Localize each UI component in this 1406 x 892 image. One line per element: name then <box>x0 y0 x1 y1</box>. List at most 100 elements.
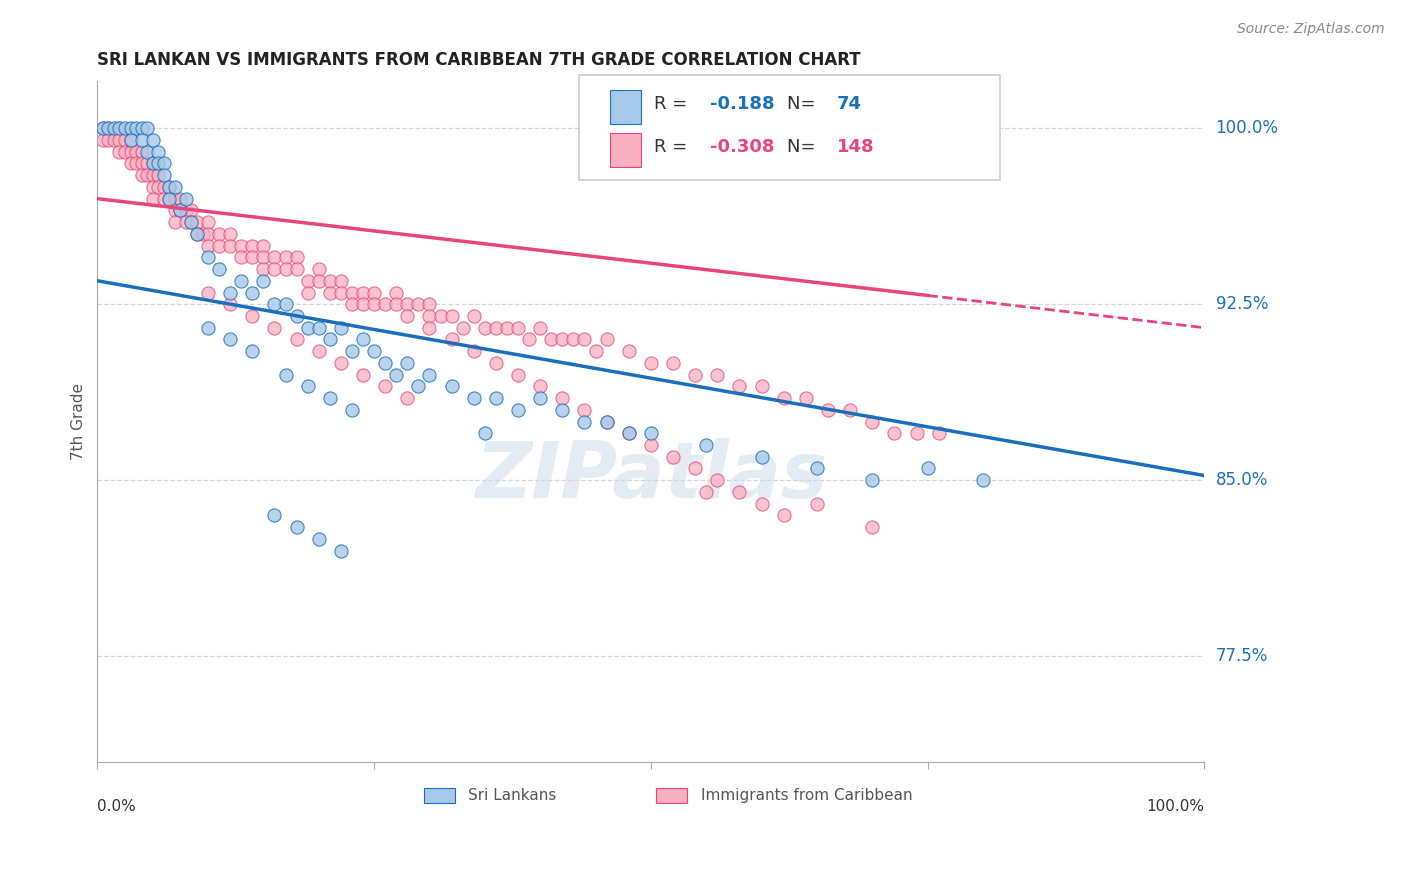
Point <box>114 145 136 159</box>
Point <box>374 379 396 393</box>
Point <box>197 238 219 252</box>
Point <box>120 133 142 147</box>
Point <box>574 333 596 347</box>
Point <box>174 192 197 206</box>
Point <box>340 297 363 311</box>
Point <box>186 227 208 241</box>
Point <box>174 203 197 218</box>
Point <box>662 450 685 464</box>
Point <box>329 285 352 300</box>
Text: -0.308: -0.308 <box>710 138 775 156</box>
Text: R =: R = <box>654 95 693 112</box>
Point <box>120 133 142 147</box>
Text: 92.5%: 92.5% <box>1216 295 1268 313</box>
Point <box>617 344 640 359</box>
Point <box>120 121 142 136</box>
Point <box>683 461 706 475</box>
Point <box>408 297 430 311</box>
Point <box>142 133 165 147</box>
Point <box>142 156 165 170</box>
Point <box>108 121 131 136</box>
Text: Source: ZipAtlas.com: Source: ZipAtlas.com <box>1237 22 1385 37</box>
Point <box>136 121 159 136</box>
Point <box>551 402 574 417</box>
Point <box>319 285 342 300</box>
Point <box>440 333 463 347</box>
Point <box>240 344 263 359</box>
Point <box>208 227 231 241</box>
Text: 100.0%: 100.0% <box>1216 120 1278 137</box>
Point <box>695 438 717 452</box>
Point <box>506 402 529 417</box>
Point <box>131 168 153 182</box>
Point <box>340 344 363 359</box>
Point <box>772 391 794 405</box>
Point <box>157 192 180 206</box>
Point <box>97 121 120 136</box>
Point <box>585 344 607 359</box>
Point <box>640 426 662 441</box>
Point <box>463 391 485 405</box>
Point <box>474 426 496 441</box>
Point <box>152 168 174 182</box>
Point <box>157 180 180 194</box>
Point <box>308 262 330 277</box>
Point <box>772 508 794 523</box>
Point <box>308 344 330 359</box>
Point <box>340 285 363 300</box>
Point <box>540 333 562 347</box>
Point <box>157 180 180 194</box>
Point <box>148 168 170 182</box>
Text: -0.188: -0.188 <box>710 95 775 112</box>
Point <box>142 192 165 206</box>
Point <box>103 133 125 147</box>
Point <box>418 320 440 334</box>
Point <box>385 368 408 382</box>
Point <box>506 368 529 382</box>
Point <box>352 297 374 311</box>
Text: Sri Lankans: Sri Lankans <box>468 788 557 803</box>
Point <box>125 145 148 159</box>
Point <box>197 250 219 264</box>
Point <box>662 356 685 370</box>
Point <box>418 309 440 323</box>
Point <box>169 192 191 206</box>
Point <box>396 356 419 370</box>
Point <box>363 297 385 311</box>
Point <box>485 391 508 405</box>
Point <box>440 379 463 393</box>
Point <box>208 238 231 252</box>
Point <box>148 145 170 159</box>
Point <box>274 262 297 277</box>
Point <box>706 473 728 487</box>
Point <box>418 297 440 311</box>
Point <box>120 145 142 159</box>
Point <box>197 227 219 241</box>
Point <box>125 121 148 136</box>
Point <box>297 285 319 300</box>
Point <box>329 274 352 288</box>
Point <box>219 333 242 347</box>
Point <box>191 227 214 241</box>
Point <box>142 156 165 170</box>
FancyBboxPatch shape <box>579 75 1000 180</box>
Point <box>136 156 159 170</box>
Point <box>329 543 352 558</box>
Point <box>157 192 180 206</box>
FancyBboxPatch shape <box>657 788 688 803</box>
Point <box>319 274 342 288</box>
Point <box>152 156 174 170</box>
Point <box>352 333 374 347</box>
FancyBboxPatch shape <box>610 90 641 124</box>
Point <box>728 379 751 393</box>
Point <box>274 250 297 264</box>
Point <box>396 297 419 311</box>
Point <box>806 497 828 511</box>
Point <box>562 333 585 347</box>
Point <box>163 192 186 206</box>
Point <box>97 121 120 136</box>
Point <box>860 415 883 429</box>
Point <box>108 133 131 147</box>
Point <box>169 203 191 218</box>
Point <box>329 356 352 370</box>
